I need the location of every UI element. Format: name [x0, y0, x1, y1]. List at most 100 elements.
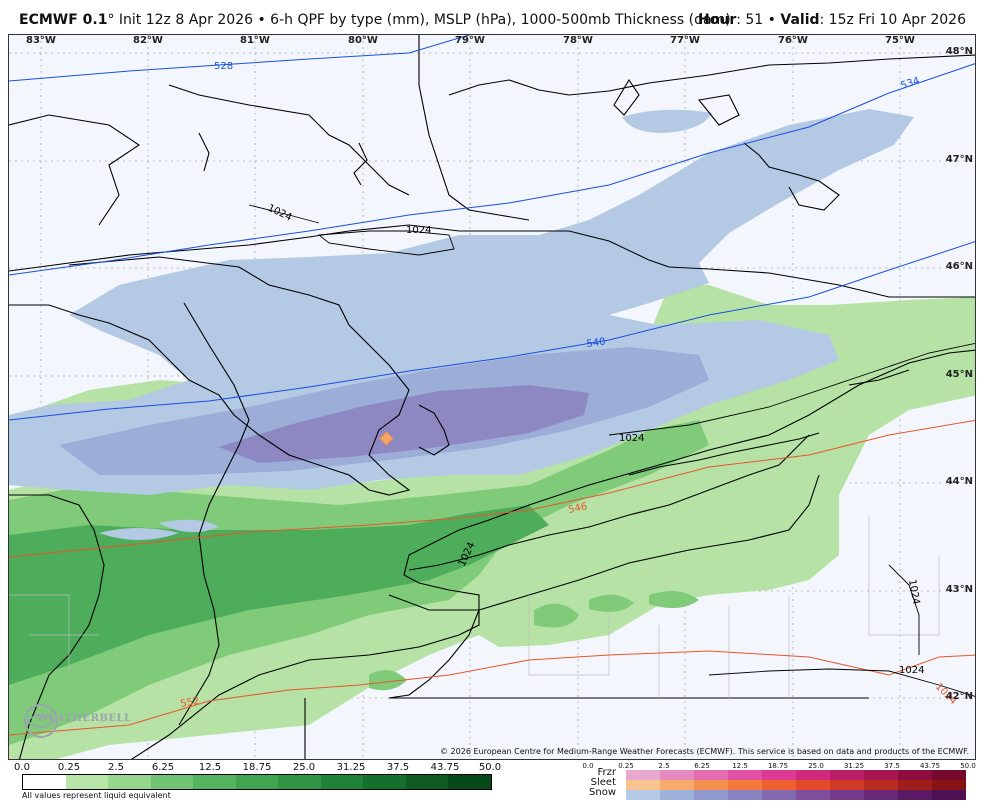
frzr-color-swatch — [694, 770, 728, 780]
ptype-tick: 43.75 — [919, 762, 941, 770]
rain-tick: 2.5 — [108, 762, 124, 773]
thickness-label-552: 552 — [180, 696, 201, 710]
snow-light-north — [622, 109, 712, 133]
snow-color-swatch — [694, 790, 728, 800]
sleet-color-swatch — [626, 780, 660, 790]
rain-heavy-area — [9, 505, 549, 685]
isobar-label-5: 1024 — [906, 579, 921, 606]
state-borders — [9, 515, 940, 698]
lon-label: 75°W — [885, 35, 915, 46]
thickness-contours — [9, 35, 975, 736]
ptype-tick: 6.25 — [694, 762, 710, 770]
ptype-label-sleet: Sleet — [590, 777, 616, 788]
map-header: ECMWF 0.1° Init 12z 8 Apr 2026 • 6-h QPF… — [0, 0, 984, 34]
rain-tick: 37.5 — [386, 762, 410, 773]
lat-label: 44°N — [945, 476, 973, 487]
rain-legend: 0.0 0.25 2.5 6.25 12.5 18.75 25.0 31.25 … — [14, 762, 502, 808]
product-description: Init 12z 8 Apr 2026 • 6-h QPF by type (m… — [114, 12, 731, 28]
rain-tick: 6.25 — [151, 762, 175, 773]
frzr-color-swatch — [660, 770, 694, 780]
rain-color-swatch — [235, 775, 279, 789]
sleet-color-swatch — [660, 780, 694, 790]
rain-color-swatch — [448, 775, 492, 789]
lat-label: 45°N — [945, 369, 973, 380]
forecast-map[interactable]: 528 534 540 546 552 1024 1024 1024 1024 … — [8, 34, 976, 760]
frzr-color-swatch — [796, 770, 830, 780]
snow-color-swatch — [728, 790, 762, 800]
ptype-label-snow: Snow — [589, 787, 616, 798]
lon-label: 80°W — [348, 35, 378, 46]
snow-cell — [99, 528, 179, 540]
ptype-tick: 0.0 — [582, 762, 594, 770]
snow-color-swatch — [796, 790, 830, 800]
frzr-color-swatch — [864, 770, 898, 780]
thickness-label-546: 546 — [567, 501, 588, 516]
location-marker-icon[interactable] — [379, 431, 394, 446]
ptype-tick: 0.25 — [618, 762, 634, 770]
sleet-color-swatch — [694, 780, 728, 790]
snow-light-area — [9, 109, 914, 495]
rain-cell-c — [649, 591, 699, 609]
lon-label: 77°W — [670, 35, 700, 46]
rain-tick: 0.0 — [14, 762, 30, 773]
sleet-color-swatch — [762, 780, 796, 790]
rain-tick: 50.0 — [478, 762, 502, 773]
sleet-color-swatch — [796, 780, 830, 790]
lon-label: 79°W — [455, 35, 485, 46]
logo-globe-icon — [24, 704, 58, 738]
sleet-color-swatch — [898, 780, 932, 790]
lat-label: 48°N — [945, 46, 973, 57]
thickness-label-528: 528 — [214, 61, 233, 72]
rain-color-bar — [22, 774, 492, 790]
isobars — [248, 204, 975, 697]
rain-color-swatch — [320, 775, 364, 789]
model-name: ECMWF 0.1 — [19, 12, 108, 28]
ptype-color-bars — [626, 770, 966, 800]
snow-color-swatch — [898, 790, 932, 800]
map-canvas: 528 534 540 546 552 1024 1024 1024 1024 … — [9, 35, 975, 759]
rain-cell-a — [534, 603, 579, 628]
rain-cell-d — [369, 670, 407, 691]
thickness-label-534: 534 — [900, 75, 922, 91]
rain-tick: 12.5 — [198, 762, 222, 773]
ptype-label-frzr: Frzr — [597, 767, 617, 778]
ptype-tick: 25.0 — [808, 762, 824, 770]
rain-color-swatch — [108, 775, 151, 789]
isobar-label-3: 1024 — [619, 433, 644, 444]
logo-text: WEATHERBELL — [37, 713, 132, 724]
sleet-color-swatch — [728, 780, 762, 790]
frzr-color-bar — [626, 770, 966, 780]
ptype-labels: Frzr Sleet Snow — [556, 768, 616, 798]
lon-label: 83°W — [26, 35, 56, 46]
snow-color-swatch — [762, 790, 796, 800]
frzr-color-swatch — [762, 770, 796, 780]
ptype-tick: 2.5 — [658, 762, 670, 770]
snow-cell-2 — [159, 519, 219, 533]
ptype-legend: 0.0 0.25 2.5 6.25 12.5 18.75 25.0 31.25 … — [556, 762, 976, 808]
coastlines — [9, 35, 975, 759]
snow-color-swatch — [626, 790, 660, 800]
isobar-label-6: 1024 — [899, 665, 924, 676]
lon-label: 76°W — [778, 35, 808, 46]
rain-color-swatch — [363, 775, 406, 789]
frzr-color-swatch — [626, 770, 660, 780]
frzr-color-swatch — [898, 770, 932, 780]
valid-time: Hour: 51 • Valid: 15z Fri 10 Apr 2026 — [698, 12, 966, 28]
sleet-color-swatch — [830, 780, 864, 790]
ptype-tick: 37.5 — [884, 762, 900, 770]
rain-color-swatch — [23, 775, 66, 789]
snow-heavy-area — [219, 385, 589, 463]
snow-color-swatch — [830, 790, 864, 800]
rain-tick: 31.25 — [336, 762, 366, 773]
degree-sign: ° — [107, 12, 115, 28]
snow-color-swatch — [932, 790, 966, 800]
rain-legend-note: All values represent liquid equivalent — [22, 791, 171, 800]
ptype-tick: 31.25 — [843, 762, 865, 770]
lon-label: 78°W — [563, 35, 593, 46]
valid-label: Valid — [780, 12, 820, 28]
lat-label: 42°N — [945, 691, 973, 702]
lat-label: 46°N — [945, 261, 973, 272]
lat-label: 47°N — [945, 154, 973, 165]
ptype-tick: 50.0 — [960, 762, 976, 770]
isobar-label-1: 1024 — [266, 203, 294, 224]
